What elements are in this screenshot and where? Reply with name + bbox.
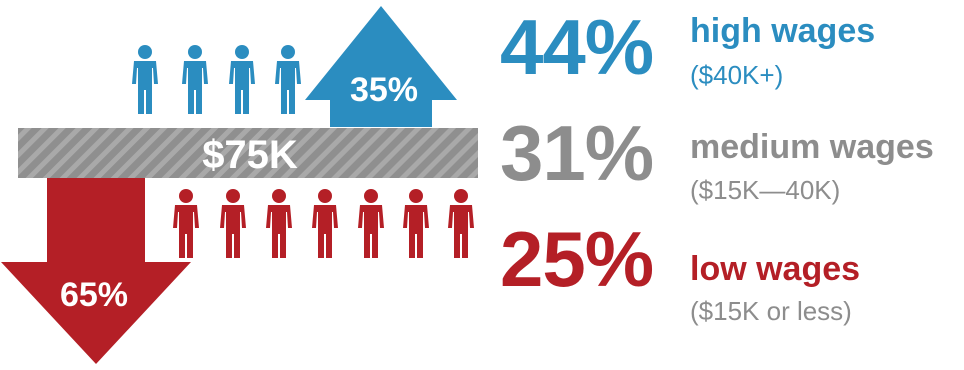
medium-wage-percent: 31% [500, 109, 654, 197]
low-wage-label: low wages [690, 250, 861, 288]
down-arrow-label: 65% [60, 276, 128, 314]
up-arrow-label: 35% [350, 71, 418, 109]
medium-wage-label: medium wages [690, 128, 934, 166]
low-wage-range: ($15K or less) [690, 296, 852, 326]
medium-wage-range: ($15K—40K) [690, 175, 841, 205]
threshold-bar-label: $75K [202, 133, 298, 177]
high-wage-range: ($40K+) [690, 60, 784, 90]
low-wage-figures [173, 189, 474, 258]
down-arrow [1, 178, 191, 364]
threshold-bar [18, 128, 478, 178]
high-wage-label: high wages [690, 12, 876, 50]
high-wage-figures [132, 45, 301, 114]
up-arrow [305, 6, 457, 127]
high-wage-percent: 44% [500, 3, 654, 91]
low-wage-percent: 25% [500, 215, 654, 303]
